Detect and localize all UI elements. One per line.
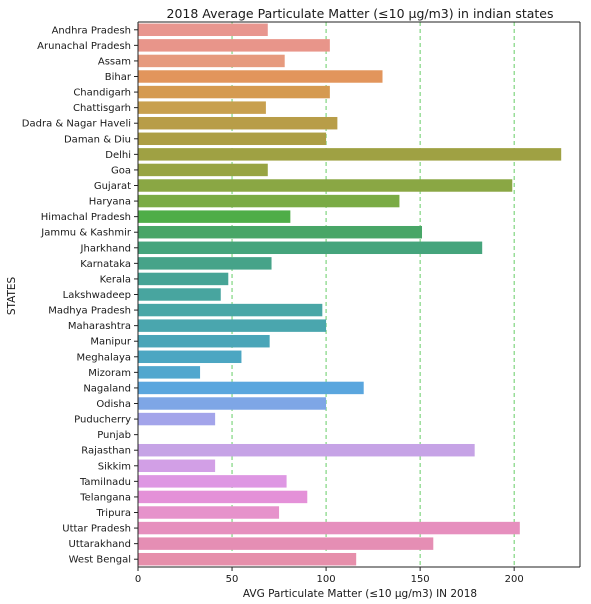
y-tick-label: West Bengal bbox=[69, 555, 131, 566]
y-tick-label: Manipur bbox=[90, 337, 132, 348]
y-tick-label: Punjab bbox=[97, 430, 131, 441]
y-tick-label: Bihar bbox=[105, 72, 132, 83]
y-tick-label: Puducherry bbox=[74, 415, 131, 426]
y-tick-label: Delhi bbox=[105, 150, 131, 161]
x-tick-label: 100 bbox=[317, 574, 336, 585]
y-tick-label: Mizoram bbox=[88, 368, 131, 379]
y-tick-label: Lakshwadeep bbox=[63, 290, 131, 301]
y-tick-label: Maharashtra bbox=[68, 321, 131, 332]
bar bbox=[138, 366, 201, 379]
y-tick-label: Andhra Pradesh bbox=[52, 25, 131, 36]
bar bbox=[138, 350, 242, 364]
bar bbox=[138, 54, 285, 68]
y-tick-label: Kerala bbox=[100, 274, 131, 285]
y-tick-label: Haryana bbox=[89, 197, 131, 208]
y-tick-label: Tamilnadu bbox=[79, 477, 131, 488]
bar bbox=[138, 23, 268, 37]
bar bbox=[138, 490, 308, 504]
bars bbox=[138, 23, 562, 566]
y-tick-label: Jammu & Kashmir bbox=[40, 228, 132, 239]
bar bbox=[138, 412, 216, 426]
y-tick-label: Rajasthan bbox=[81, 446, 131, 457]
x-tick-label: 0 bbox=[135, 574, 141, 585]
y-tick-label: Chandigarh bbox=[73, 88, 131, 99]
bar bbox=[138, 475, 287, 488]
x-tick-label: 200 bbox=[505, 574, 524, 585]
bar bbox=[138, 148, 562, 161]
y-tick-label: Arunachal Pradesh bbox=[37, 41, 131, 52]
y-tick-label: Meghalaya bbox=[76, 352, 131, 363]
bar bbox=[138, 116, 338, 130]
y-tick-label: Assam bbox=[98, 56, 131, 67]
y-tick-label: Goa bbox=[111, 165, 131, 176]
bar bbox=[138, 459, 216, 473]
y-tick-label: Nagaland bbox=[83, 383, 131, 394]
bar bbox=[138, 194, 400, 208]
y-tick-label: Odisha bbox=[96, 399, 131, 410]
x-axis-label: AVG Particulate Matter (≤10 μg/m3) IN 20… bbox=[243, 588, 477, 600]
y-tick-label: Jharkhand bbox=[80, 243, 131, 254]
bar bbox=[138, 506, 280, 519]
bar bbox=[138, 381, 364, 395]
bar bbox=[138, 521, 520, 535]
bar bbox=[138, 257, 272, 270]
y-tick-label: Uttar Pradesh bbox=[62, 524, 131, 535]
bar bbox=[138, 334, 270, 348]
y-tick-label: Gujarat bbox=[94, 181, 131, 192]
x-tick-label: 50 bbox=[226, 574, 239, 585]
bar bbox=[138, 39, 330, 52]
y-tick-labels: Andhra Pradesh Arunachal Pradesh Assam Biha… bbox=[22, 25, 138, 566]
x-tick-labels: 0 50 100 150 200 bbox=[135, 567, 524, 585]
y-tick-label: Dadra & Nagar Haveli bbox=[22, 119, 131, 130]
y-tick-label: Tripura bbox=[96, 508, 131, 519]
y-tick-label: Himachal Pradesh bbox=[41, 212, 131, 223]
bar bbox=[138, 179, 513, 192]
y-tick-label: Telangana bbox=[79, 492, 131, 503]
bar bbox=[138, 443, 475, 457]
bar bbox=[138, 272, 229, 286]
bar bbox=[138, 537, 434, 550]
y-tick-label: Sikkim bbox=[98, 461, 131, 472]
bar bbox=[138, 552, 357, 566]
bar bbox=[138, 241, 483, 255]
y-tick-label: Daman & Diu bbox=[64, 134, 131, 145]
bar bbox=[138, 225, 423, 239]
bar bbox=[138, 101, 266, 114]
bar bbox=[138, 132, 327, 146]
bar bbox=[138, 397, 327, 410]
bar bbox=[138, 163, 268, 177]
bar bbox=[138, 319, 327, 332]
bar bbox=[138, 210, 291, 223]
y-tick-label: Karnataka bbox=[80, 259, 131, 270]
bar bbox=[138, 303, 323, 317]
x-tick-label: 150 bbox=[411, 574, 430, 585]
y-tick-label: Madhya Pradesh bbox=[48, 306, 131, 317]
y-tick-label: Uttarakhand bbox=[69, 539, 131, 550]
y-tick-label: Chattisgarh bbox=[73, 103, 131, 114]
bar bbox=[138, 85, 330, 99]
bar bbox=[138, 288, 221, 301]
bar bbox=[138, 70, 383, 83]
y-axis-label: STATES bbox=[6, 277, 18, 316]
chart-title: 2018 Average Particulate Matter (≤10 μg/… bbox=[167, 6, 554, 21]
